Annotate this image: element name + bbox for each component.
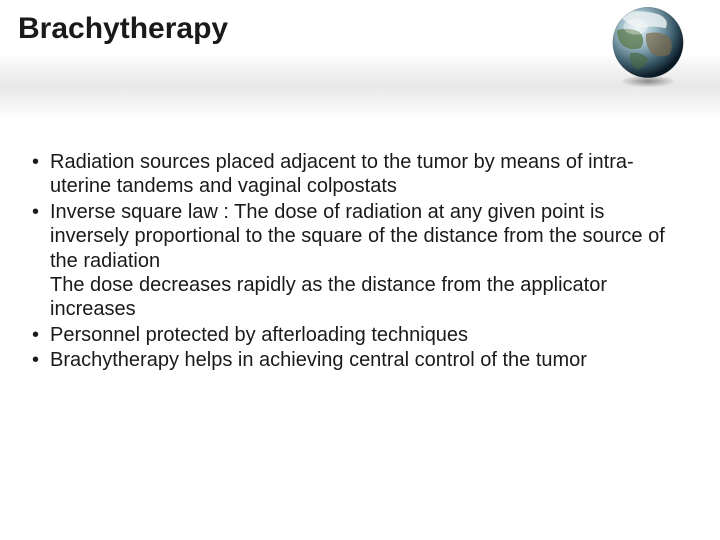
bullet-text: Brachytherapy helps in achieving central… (50, 349, 587, 371)
bullet-list: Radiation sources placed adjacent to the… (28, 150, 680, 374)
bullet-text: Inverse square law : The dose of radiati… (50, 201, 665, 272)
bullet-item: Brachytherapy helps in achieving central… (28, 348, 680, 372)
bullet-item: Inverse square law : The dose of radiati… (28, 200, 680, 322)
bullet-text: Personnel protected by afterloading tech… (50, 324, 468, 346)
bullet-item: Radiation sources placed adjacent to the… (28, 150, 680, 199)
slide-title: Brachytherapy (18, 12, 228, 46)
globe-image (604, 2, 692, 90)
bullet-item: Personnel protected by afterloading tech… (28, 323, 680, 347)
bullet-subtext: The dose decreases rapidly as the distan… (50, 273, 680, 322)
bullet-text: Radiation sources placed adjacent to the… (50, 151, 634, 197)
slide: Brachytherapy (0, 0, 720, 540)
